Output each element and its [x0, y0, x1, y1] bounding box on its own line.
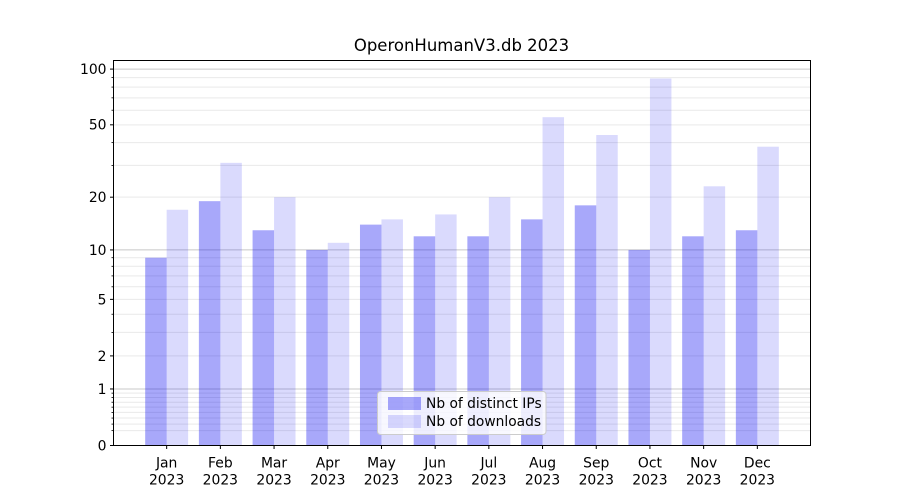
- x-tick-label-month: Aug: [529, 456, 556, 472]
- y-tick-label: 1: [98, 382, 107, 398]
- bar-downloads: [703, 186, 726, 446]
- x-tick-label-month: Apr: [316, 456, 340, 472]
- x-tick-label-year: 2023: [364, 473, 399, 489]
- bar-downloads: [274, 197, 296, 446]
- bar-distinct-ips: [628, 249, 650, 446]
- bar-distinct-ips: [198, 201, 221, 446]
- x-tick-label-year: 2023: [471, 473, 506, 489]
- bar-distinct-ips: [252, 230, 275, 446]
- x-tick-label-year: 2023: [579, 473, 614, 489]
- x-tick-label-year: 2023: [686, 473, 721, 489]
- x-tick-label-year: 2023: [203, 473, 238, 489]
- y-tick-label: 2: [98, 349, 107, 365]
- bar-downloads: [596, 135, 618, 446]
- legend-box: [377, 391, 547, 435]
- legend-swatch-downloads: [388, 415, 421, 428]
- y-tick-label: 20: [89, 190, 107, 206]
- y-tick-label: 0: [98, 438, 107, 454]
- y-tick-label: 50: [89, 118, 107, 134]
- bar-distinct-ips: [735, 230, 758, 446]
- bar-downloads: [649, 78, 672, 446]
- bar-distinct-ips: [359, 224, 382, 446]
- legend: Nb of distinct IPs Nb of downloads: [377, 391, 547, 435]
- bar-distinct-ips: [521, 219, 543, 446]
- x-tick-label-year: 2023: [632, 473, 667, 489]
- x-tick-label-month: Oct: [638, 456, 663, 472]
- y-tick-label: 5: [98, 292, 107, 308]
- x-tick-label-month: Mar: [261, 456, 287, 472]
- x-tick-label-month: Jul: [479, 456, 497, 472]
- bar-distinct-ips: [145, 257, 167, 446]
- x-tick-label-month: Sep: [583, 456, 609, 472]
- bar-downloads: [327, 242, 350, 446]
- y-tick-label: 10: [89, 243, 107, 259]
- bar-downloads: [542, 117, 565, 446]
- bar-downloads: [166, 209, 189, 446]
- x-tick-label-year: 2023: [149, 473, 184, 489]
- bar-downloads: [488, 197, 511, 446]
- bar-distinct-ips: [306, 249, 328, 446]
- bar-distinct-ips: [574, 205, 597, 446]
- x-tick-label-year: 2023: [525, 473, 560, 489]
- bar-distinct-ips: [682, 236, 704, 446]
- x-tick-label-month: Nov: [690, 456, 717, 472]
- bar-downloads: [381, 219, 403, 446]
- x-tick-label-month: May: [367, 456, 396, 472]
- legend-swatch-distinct-ips: [388, 397, 421, 410]
- bar-downloads: [220, 162, 242, 446]
- x-tick-label-month: Dec: [744, 456, 771, 472]
- x-tick-label-year: 2023: [310, 473, 345, 489]
- bar-downloads: [757, 146, 779, 446]
- x-tick-label-year: 2023: [417, 473, 452, 489]
- x-tick-label-year: 2023: [256, 473, 291, 489]
- bar-downloads: [435, 214, 457, 446]
- x-tick-label-year: 2023: [740, 473, 775, 489]
- legend-label-downloads: Nb of downloads: [426, 414, 541, 430]
- x-tick-label-month: Jun: [423, 456, 446, 472]
- x-tick-label-month: Feb: [208, 456, 233, 472]
- chart-title: OperonHumanV3.db 2023: [353, 36, 570, 55]
- axes-spines: [113, 60, 811, 446]
- y-tick-label: 100: [80, 62, 107, 78]
- legend-label-distinct-ips: Nb of distinct IPs: [426, 396, 542, 412]
- x-tick-label-month: Jan: [155, 456, 177, 472]
